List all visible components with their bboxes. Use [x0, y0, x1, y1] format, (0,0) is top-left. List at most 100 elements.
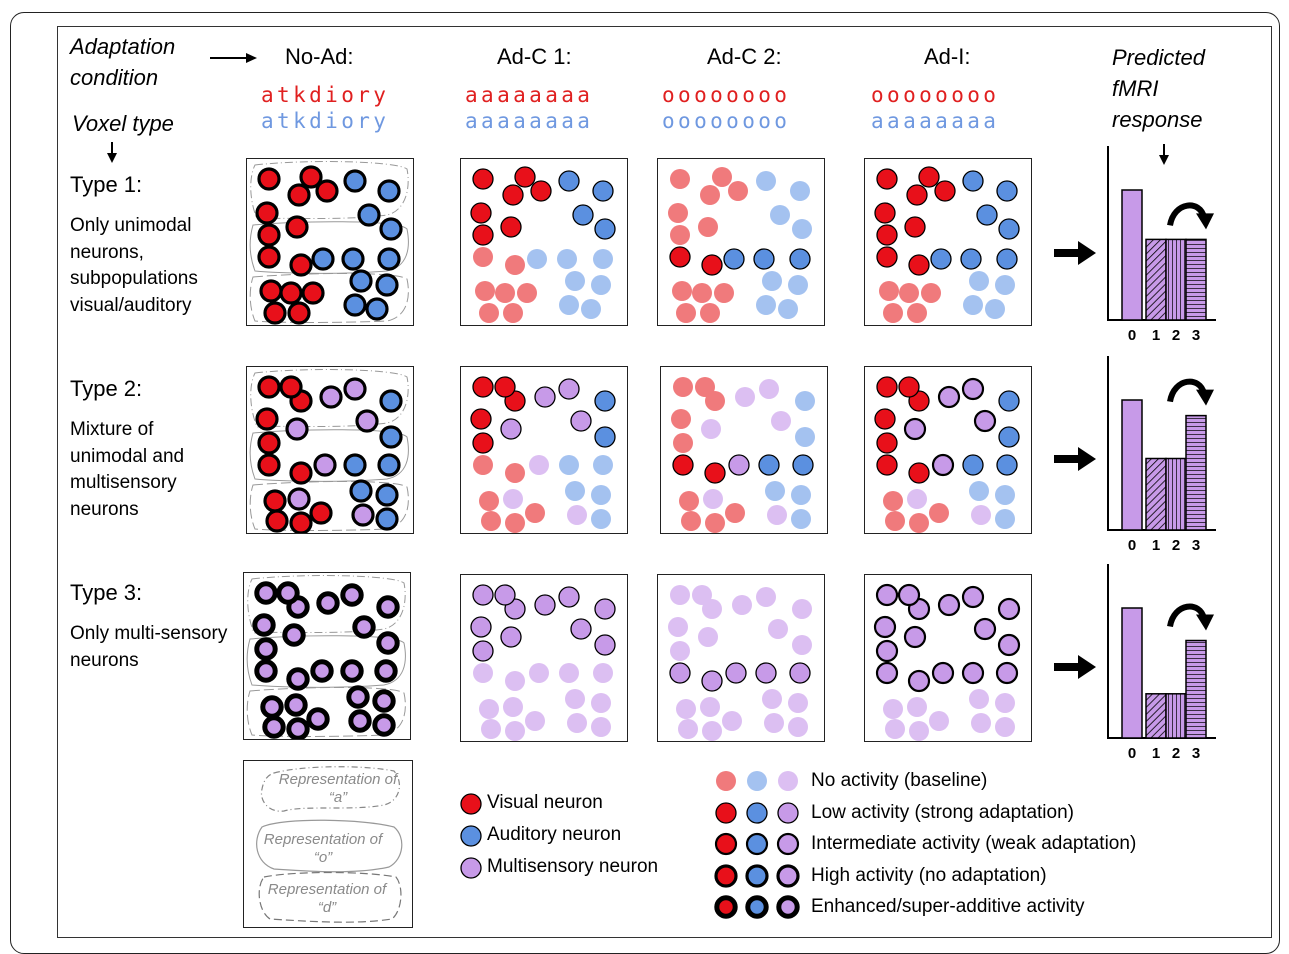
activity-legend-dot — [776, 895, 800, 919]
neuron — [591, 693, 611, 713]
bar-tick-label: 3 — [1192, 327, 1200, 344]
type1-title: Type 1: — [70, 172, 143, 197]
activity-legend-dot — [716, 771, 736, 791]
neuron — [572, 204, 594, 226]
activity-legend-dot — [714, 895, 738, 919]
neuron — [494, 376, 516, 398]
neuron — [971, 713, 991, 733]
neuron — [681, 511, 701, 531]
neuron — [593, 663, 613, 683]
neuron — [559, 455, 579, 475]
panel-type3-adi — [864, 574, 1032, 742]
neuron — [669, 662, 691, 684]
neuron — [594, 598, 616, 620]
neuron — [265, 509, 289, 533]
neuron — [762, 689, 782, 709]
neuron — [875, 639, 899, 663]
representation-outline — [249, 481, 409, 531]
neuron — [725, 503, 745, 523]
neuron — [503, 303, 523, 323]
neuron — [903, 417, 927, 441]
neuron — [514, 166, 536, 188]
neuron — [669, 246, 691, 268]
neuron — [503, 489, 523, 509]
neuron — [755, 662, 777, 684]
bar-0 — [1121, 607, 1143, 739]
neuron — [876, 168, 898, 190]
neuron — [778, 299, 798, 319]
bar-tick-label: 1 — [1152, 745, 1160, 762]
neuron — [313, 453, 337, 477]
neuron — [995, 485, 1015, 505]
neuron — [372, 713, 396, 737]
neuron — [879, 281, 899, 301]
neuron — [374, 659, 398, 683]
neuron — [284, 693, 308, 717]
neuron — [931, 453, 955, 477]
neuron — [565, 271, 585, 291]
neuron — [263, 489, 287, 513]
neuron — [481, 719, 501, 739]
neuron — [770, 205, 790, 225]
neuron-legend-label: Auditory neuron — [487, 824, 622, 845]
neuron — [930, 248, 952, 270]
neuron — [299, 165, 323, 189]
neuron — [500, 418, 522, 440]
neuron — [472, 376, 494, 398]
neuron — [343, 293, 367, 317]
neuron — [678, 719, 698, 739]
neuron — [289, 461, 313, 485]
neuron — [960, 248, 982, 270]
neuron — [765, 481, 785, 501]
activity-legend-dots — [714, 832, 800, 856]
neuron — [937, 385, 961, 409]
neuron — [976, 204, 998, 226]
neuron — [929, 503, 949, 523]
neuron — [996, 180, 1018, 202]
bar-3 — [1185, 414, 1207, 531]
neuron — [671, 409, 691, 429]
neuron — [897, 583, 921, 607]
neuron — [701, 419, 721, 439]
neuron — [343, 377, 367, 401]
curved-arrow-head-icon — [1196, 389, 1214, 406]
representation-legend-box: Representation of “a” Representation of … — [243, 760, 413, 928]
representation-outline — [246, 687, 406, 737]
neuron — [792, 599, 812, 619]
neuron — [473, 663, 493, 683]
bar-2 — [1165, 457, 1187, 531]
neuron — [262, 715, 286, 739]
neuron — [565, 481, 585, 501]
neuron — [286, 667, 310, 691]
neuron-legend-dot-icon — [460, 825, 482, 847]
neuron — [904, 216, 926, 238]
neuron — [479, 303, 499, 323]
curved-arrow-head-icon — [1196, 213, 1214, 230]
activity-legend-label: High activity (no adaptation) — [811, 864, 1047, 886]
neuron — [581, 299, 601, 319]
neuron — [679, 491, 699, 511]
neuron — [973, 409, 997, 433]
neuron — [263, 301, 287, 325]
neuron — [357, 203, 381, 227]
neuron — [756, 295, 776, 315]
bar-2 — [1165, 238, 1187, 321]
bar-1 — [1145, 693, 1167, 739]
neuron — [788, 275, 808, 295]
neuron — [257, 453, 281, 477]
bar-tick-label: 1 — [1152, 537, 1160, 554]
panel-type1-adi — [864, 158, 1032, 326]
neuron — [481, 511, 501, 531]
neuron — [996, 454, 1018, 476]
neuron — [875, 583, 899, 607]
bar-0 — [1121, 189, 1143, 321]
neuron — [995, 509, 1015, 529]
adaptation-condition-label: Adaptation condition — [70, 34, 176, 90]
neuron — [705, 513, 725, 533]
neuron — [494, 584, 516, 606]
arrow-right-icon — [1054, 655, 1096, 679]
neuron — [255, 201, 279, 225]
neuron — [559, 663, 579, 683]
bar-tick-label: 1 — [1152, 327, 1160, 344]
neuron — [525, 503, 545, 523]
